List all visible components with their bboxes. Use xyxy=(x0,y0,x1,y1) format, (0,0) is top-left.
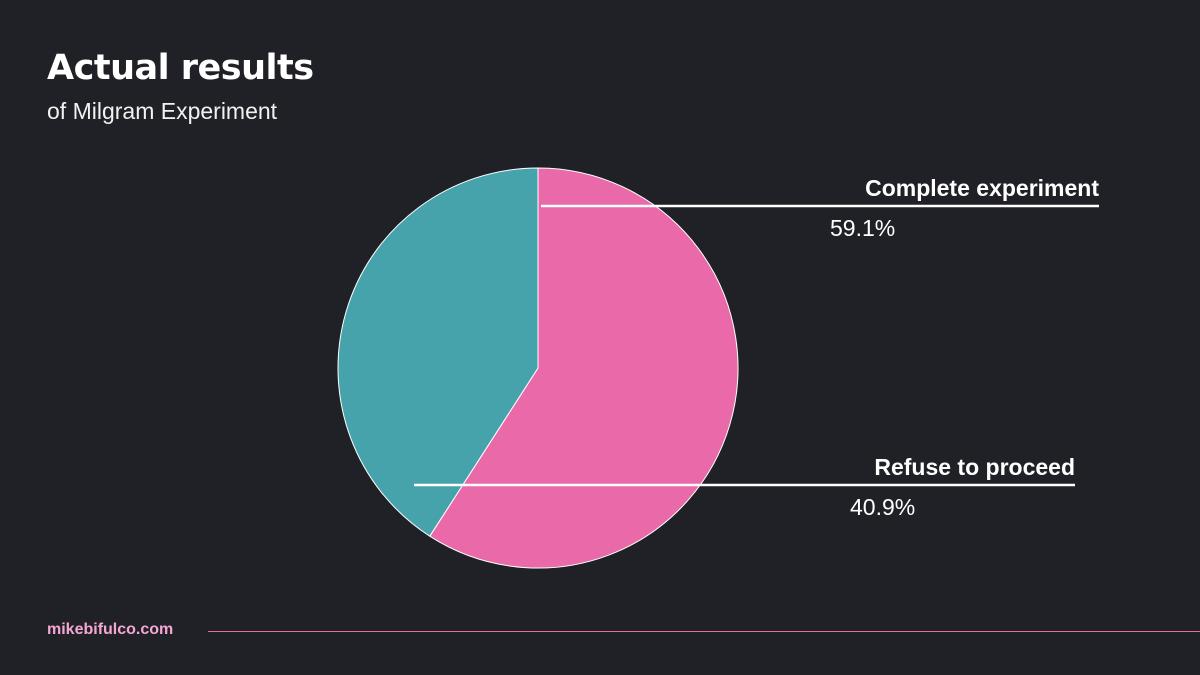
slice-label-refuse-to-proceed: Refuse to proceed xyxy=(874,454,1075,480)
chart-title: Actual results xyxy=(47,48,314,88)
footer-divider xyxy=(208,631,1200,632)
pie-slice-refuse-to-proceed xyxy=(337,167,539,537)
chart-subtitle: of Milgram Experiment xyxy=(47,98,278,124)
pie-slice-complete-experiment xyxy=(429,167,739,569)
slice-label-complete-experiment: Complete experiment xyxy=(865,175,1099,201)
slice-value-complete-experiment: 59.1% xyxy=(830,215,895,241)
slice-value-refuse-to-proceed: 40.9% xyxy=(850,494,915,520)
footer-site-link[interactable]: mikebifulco.com xyxy=(47,621,174,638)
